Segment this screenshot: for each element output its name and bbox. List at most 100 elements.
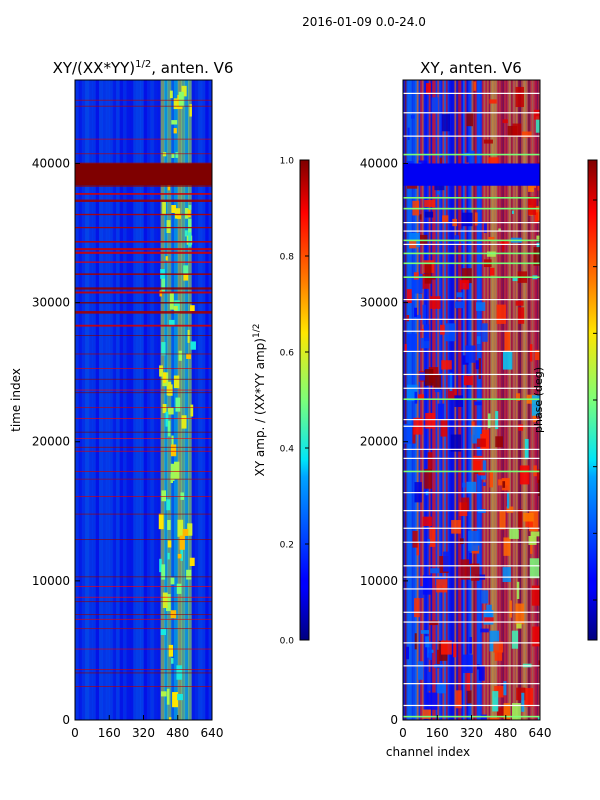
heatmap-patch: [422, 304, 427, 325]
heatmap-column: [194, 80, 199, 720]
heatmap-patch: [534, 109, 540, 120]
y-tick-label: 0: [390, 713, 398, 727]
heatmap-patch: [189, 557, 195, 567]
heatmap-patch: [158, 513, 164, 530]
heatmap-patch: [483, 139, 493, 144]
colorbar-tick-label: 0.6: [280, 349, 295, 359]
heatmap-patch: [450, 434, 462, 452]
heatmap-patch: [444, 323, 456, 342]
heatmap-patch: [436, 579, 448, 593]
heatmap-patch: [428, 647, 432, 660]
heatmap-patch: [478, 358, 481, 379]
heatmap-patch: [534, 349, 540, 361]
heatmap-stripe: [75, 162, 212, 164]
heatmap-patch: [495, 436, 503, 448]
heatmap-column: [167, 80, 172, 720]
heatmap-column: [133, 80, 138, 720]
heatmap-patch: [407, 127, 410, 141]
heatmap-patch: [171, 205, 177, 213]
heatmap-patch: [189, 104, 192, 117]
heatmap-patch: [437, 682, 446, 694]
heatmap-patch: [421, 329, 425, 333]
heatmap-patch: [533, 247, 540, 266]
heatmap-patch: [170, 473, 174, 484]
heatmap-patch: [182, 528, 189, 536]
heatmap-patch: [451, 520, 461, 534]
heatmap-patch: [515, 603, 524, 625]
heatmap-stripe: [75, 311, 212, 314]
y-tick-label: 20000: [32, 435, 70, 449]
heatmap-patch: [406, 161, 414, 165]
heatmap-column: [208, 80, 212, 720]
heatmap-patch: [502, 350, 513, 370]
heatmap-column: [105, 80, 110, 720]
heatmap-patch: [166, 499, 171, 511]
heatmap-stripe: [403, 153, 540, 156]
heatmap-patch: [509, 528, 519, 539]
heatmap-stripe: [75, 669, 212, 670]
heatmap-patch: [441, 114, 450, 132]
heatmap-stripe: [75, 353, 212, 355]
heatmap-stripe: [403, 299, 540, 301]
heatmap-stripe: [75, 648, 212, 650]
heatmap-stripe: [75, 585, 212, 587]
heatmap-patch: [188, 204, 192, 210]
saturated-band: [75, 163, 212, 186]
heatmap-stripe: [75, 539, 212, 541]
x-tick-label: 160: [426, 726, 449, 740]
heatmap-patch: [412, 426, 416, 444]
heatmap-patch: [523, 512, 534, 522]
heatmap-patch: [168, 717, 172, 720]
heatmap-stripe: [75, 335, 212, 337]
heatmap-patch: [443, 551, 451, 572]
heatmap-patch: [165, 256, 168, 261]
heatmap-stripe: [403, 527, 540, 529]
heatmap-patch: [448, 387, 458, 399]
heatmap-patch: [406, 384, 418, 402]
heatmap-patch: [171, 658, 174, 664]
heatmap-column: [126, 80, 131, 720]
left-colorbar-label: XY amp. / (XX*YY amp)1/2: [252, 324, 267, 477]
heatmap-patch: [537, 479, 540, 496]
heatmap-stripe: [75, 324, 212, 327]
heatmap-patch: [487, 413, 491, 429]
heatmap-patch: [406, 333, 417, 352]
heatmap-stripe: [403, 425, 540, 427]
heatmap-patch: [511, 630, 519, 649]
heatmap-patch: [433, 375, 441, 390]
heatmap-column: [116, 80, 121, 720]
heatmap-patch: [453, 642, 457, 658]
heatmap-patch: [499, 510, 506, 530]
heatmap-patch: [434, 388, 440, 393]
heatmap-column: [98, 80, 103, 720]
heatmap-patch: [538, 660, 540, 669]
heatmap-stripe: [75, 496, 212, 497]
heatmap-column: [170, 80, 175, 720]
heatmap-column: [153, 80, 158, 720]
heatmap-patch: [170, 463, 175, 481]
heatmap-patch: [476, 664, 480, 670]
heatmap-stripe: [403, 576, 540, 578]
heatmap-stripe: [75, 241, 212, 243]
heatmap-patch: [416, 542, 420, 556]
heatmap-patch: [166, 594, 171, 612]
heatmap-patch: [173, 375, 180, 389]
heatmap-patch: [518, 424, 524, 431]
heatmap-column: [102, 80, 107, 720]
x-tick-label: 320: [132, 726, 155, 740]
y-tick-label: 20000: [360, 435, 398, 449]
heatmap-patch: [534, 212, 539, 224]
heatmap-patch: [166, 688, 170, 705]
heatmap-patch: [419, 586, 424, 598]
heatmap-patch: [159, 365, 163, 377]
heatmap-patch: [431, 97, 439, 113]
heatmap-patch: [531, 585, 540, 606]
heatmap-patch: [176, 583, 182, 594]
heatmap-stripe: [403, 92, 540, 94]
heatmap-patch: [170, 444, 177, 457]
heatmap-patch: [172, 692, 179, 708]
heatmap-patch: [494, 650, 503, 661]
heatmap-patch: [506, 506, 514, 513]
heatmap-patch: [467, 690, 472, 704]
